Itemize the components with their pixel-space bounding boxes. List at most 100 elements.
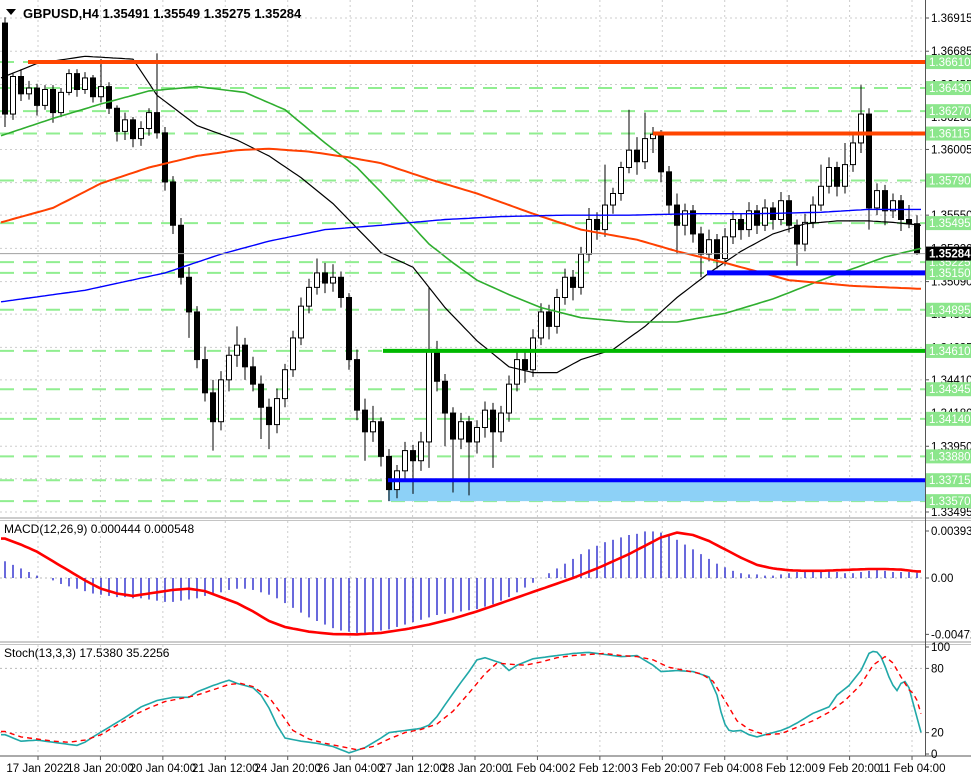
candle-body	[722, 236, 728, 259]
candle-body	[58, 91, 64, 114]
candle-body	[874, 190, 880, 209]
candle-body	[858, 113, 864, 144]
candle-body	[282, 369, 288, 400]
candle-body	[386, 455, 392, 491]
macd-tick-label: -0.004721	[931, 629, 971, 641]
candle-body	[274, 398, 280, 426]
stoch-tick-label: 0	[931, 749, 937, 761]
candle-body	[410, 450, 416, 462]
candle-body	[338, 276, 344, 298]
time-tick-label: 21 Jan 12:00	[192, 763, 259, 775]
candle-body	[882, 190, 888, 212]
candle-body	[762, 207, 768, 226]
candle-body	[458, 421, 464, 440]
time-tick-label: 11 Feb 04:00	[879, 763, 946, 775]
candle-body	[290, 337, 296, 371]
candle-body	[234, 344, 240, 356]
chart-header: GBPUSD,H4 1.35491 1.35549 1.35275 1.3528…	[6, 6, 302, 21]
candle-body	[226, 354, 232, 381]
time-tick-label: 20 Jan 04:00	[130, 763, 197, 775]
time-tick-label: 27 Jan 12:00	[379, 763, 446, 775]
sr-label-box	[926, 494, 971, 509]
candle-body	[754, 210, 760, 226]
candle-body	[682, 210, 688, 226]
candle-body	[866, 113, 872, 209]
time-tick-label: 1 Feb 04:00	[507, 763, 568, 775]
sr-label-box	[926, 55, 971, 70]
sr-label-box	[926, 343, 971, 358]
sr-label-box	[926, 449, 971, 464]
candle-body	[474, 426, 480, 443]
candle-body	[42, 88, 48, 106]
candle-body	[586, 218, 592, 255]
candle-body	[570, 276, 576, 288]
stoch-d-line	[1, 652, 922, 751]
candle-body	[906, 218, 912, 225]
candle-body	[522, 359, 528, 371]
candle-body	[658, 133, 664, 173]
price-axis[interactable]: 1.369151.366851.364551.362301.360051.357…	[925, 13, 971, 761]
candle-body	[26, 87, 32, 95]
candle-body	[250, 366, 256, 385]
candle-body	[378, 421, 384, 457]
candle-body	[810, 204, 816, 223]
candle-body	[66, 73, 72, 93]
sr-label-box	[926, 81, 971, 96]
candle-body	[674, 204, 680, 226]
time-tick-label: 17 Jan 2022	[6, 763, 69, 775]
macd-panel[interactable]	[0, 531, 925, 636]
candle-body	[130, 119, 136, 140]
time-tick-label: 26 Jan 04:00	[317, 763, 384, 775]
candle-body	[2, 22, 8, 115]
sr-price-label: 1.35150	[929, 268, 971, 280]
candle-body	[106, 86, 112, 109]
macd-tick-label: 0.003936	[931, 526, 971, 538]
candle-body	[154, 112, 160, 134]
time-tick-label: 24 Jan 20:00	[254, 763, 321, 775]
candle-body	[210, 392, 216, 423]
macd-signal-line	[1, 531, 921, 636]
candle-body	[802, 221, 808, 245]
time-tick-label: 28 Jan 20:00	[442, 763, 509, 775]
chart-title: GBPUSD,H4 1.35491 1.35549 1.35275 1.3528…	[23, 6, 302, 21]
sr-price-label: 1.35495	[929, 218, 971, 230]
macd-indicator-label: MACD(12,26,9) 0.000444 0.000548	[4, 522, 194, 536]
candle-body	[482, 409, 488, 428]
current-price-box	[926, 246, 971, 261]
candle-body	[258, 383, 264, 408]
candle-body	[242, 344, 248, 368]
candle-body	[546, 311, 552, 327]
stoch-panel[interactable]	[0, 650, 925, 754]
candle-body	[738, 218, 744, 231]
candle-body	[138, 127, 144, 140]
candle-body	[746, 210, 752, 231]
candle-body	[842, 164, 848, 187]
price-panel[interactable]	[0, 17, 925, 502]
candle-body	[170, 181, 176, 226]
candle-body	[466, 421, 472, 443]
ma-line-blue	[0, 208, 921, 303]
candle-body	[706, 239, 712, 255]
time-tick-label: 9 Feb 20:00	[819, 763, 880, 775]
candle-body	[370, 421, 376, 433]
sr-label-box	[926, 411, 971, 426]
candle-body	[330, 276, 336, 284]
candle-body	[498, 412, 504, 433]
candle-body	[346, 296, 352, 361]
panel-separators	[0, 0, 971, 757]
candle-body	[634, 149, 640, 163]
candle-body	[442, 380, 448, 414]
price-tick-label: 1.36915	[931, 13, 971, 25]
sr-label-box	[926, 265, 971, 280]
candle-body	[618, 166, 624, 194]
sr-label-box	[926, 473, 971, 488]
candle-body	[186, 276, 192, 313]
candle-body	[90, 77, 96, 98]
symbol-dropdown-icon[interactable]	[6, 9, 16, 15]
candle-body	[322, 272, 328, 284]
candle-body	[538, 311, 544, 339]
candle-body	[530, 337, 536, 371]
candle-body	[122, 119, 128, 132]
